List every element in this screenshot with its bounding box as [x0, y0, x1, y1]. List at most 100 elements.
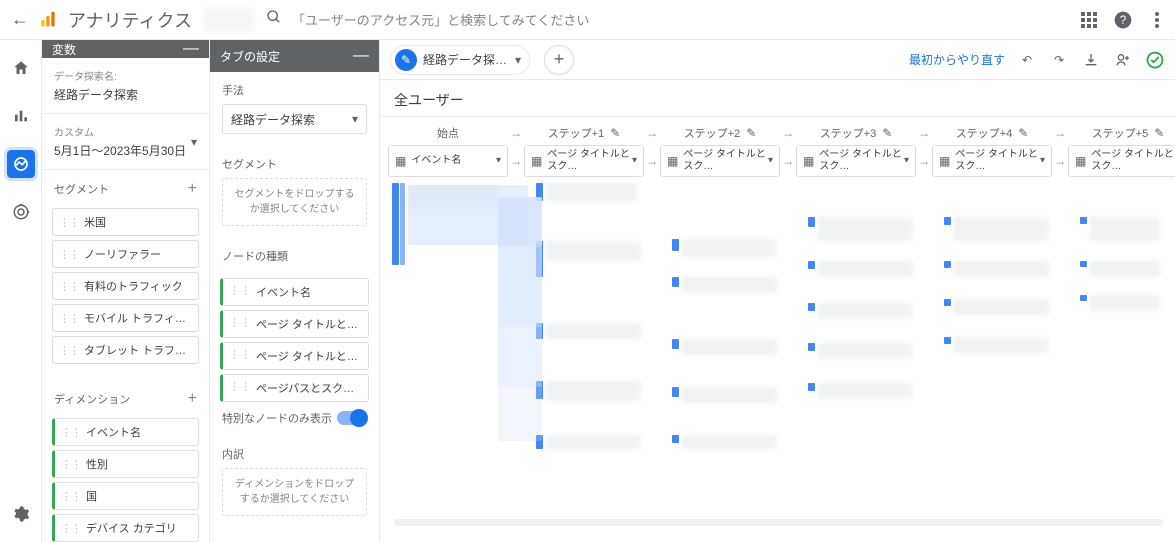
horizontal-scrollbar[interactable] [394, 519, 1163, 526]
chevron-down-icon: ▾ [352, 112, 358, 126]
explore-tab[interactable]: ✎ 経路データ探… ▾ [390, 45, 530, 75]
collapse-tab-settings[interactable]: — [353, 47, 369, 65]
chevron-down-icon: ▾ [1040, 155, 1045, 167]
search-icon [266, 9, 282, 30]
step-node-select[interactable]: ▦ページ タイトルとスク…▾ [524, 145, 644, 177]
dimension-chip[interactable]: ⋮⋮デバイス カテゴリ [52, 514, 199, 542]
redo-button[interactable]: ↷ [1049, 50, 1069, 70]
add-segment[interactable]: + [188, 180, 197, 198]
table-icon: ▦ [667, 154, 678, 168]
download-button[interactable] [1081, 50, 1101, 70]
edit-tab-icon: ✎ [395, 49, 417, 71]
node-type-chip[interactable]: ⋮⋮ページ タイトルと… [220, 310, 369, 338]
technique-select[interactable]: 経路データ探索 ▾ [222, 104, 367, 134]
edit-step-icon[interactable]: ✎ [882, 126, 892, 140]
table-icon: ▦ [395, 154, 406, 168]
segment-chip[interactable]: ⋮⋮有料のトラフィック [52, 272, 199, 300]
help-icon[interactable]: ? [1113, 10, 1133, 30]
step-node-select[interactable]: ▦ページ タイトルとスク…▾ [796, 145, 916, 177]
edit-step-icon[interactable]: ✎ [610, 126, 620, 140]
nav-home[interactable] [7, 54, 35, 82]
more-icon[interactable] [1147, 10, 1167, 30]
step-node-select[interactable]: ▦ページ タイトルとスク…▾ [660, 145, 780, 177]
app-title: アナリティクス [68, 7, 192, 33]
back-button[interactable]: ← [8, 9, 32, 30]
undo-button[interactable]: ↶ [1017, 50, 1037, 70]
explore-name-label: データ探索名: [54, 68, 197, 83]
add-dimension[interactable]: + [188, 390, 197, 408]
search-placeholder: 「ユーザーのアクセス元」と検索してみてください [292, 10, 589, 29]
status-ok-icon [1145, 50, 1165, 70]
segments-setting-label: セグメント [222, 156, 367, 172]
property-selector[interactable] [204, 8, 254, 32]
unique-nodes-toggle[interactable] [337, 411, 367, 425]
step-header: ステップ+3✎ [796, 125, 916, 141]
step-header: ステップ+1✎ [524, 125, 644, 141]
apps-icon[interactable] [1079, 10, 1099, 30]
add-tab-button[interactable]: + [544, 45, 574, 75]
svg-text:?: ? [1120, 14, 1127, 27]
step-header: 始点 [388, 125, 508, 141]
chevron-down-icon: ▾ [191, 135, 197, 149]
table-icon: ▦ [1075, 154, 1086, 168]
dimension-chip[interactable]: ⋮⋮国 [52, 482, 199, 510]
breakdown-dropzone[interactable]: ディメンションをドロップするか選択してください [222, 468, 367, 516]
variables-header: 変数 — [42, 40, 209, 58]
table-icon: ▦ [803, 154, 814, 168]
chevron-down-icon: ▾ [632, 155, 637, 167]
arrow-right-icon: → [1054, 126, 1066, 140]
restart-link[interactable]: 最初からやり直す [909, 51, 1005, 68]
nav-advertising[interactable] [7, 198, 35, 226]
arrow-right-icon: → [510, 126, 522, 140]
path-sankey [388, 183, 1175, 513]
share-button[interactable] [1113, 50, 1133, 70]
edit-step-icon[interactable]: ✎ [1154, 126, 1164, 140]
nav-explore[interactable] [7, 150, 35, 178]
date-range-selector[interactable]: カスタム 5月1日～2023年5月30日 ▾ [42, 114, 209, 170]
technique-label: 手法 [222, 82, 367, 98]
analytics-logo [38, 10, 58, 30]
segment-chip[interactable]: ⋮⋮ノーリファラー [52, 240, 199, 268]
nav-reports[interactable] [7, 102, 35, 130]
chevron-down-icon: ▾ [496, 155, 501, 167]
node-type-chip[interactable]: ⋮⋮ページ タイトルと… [220, 342, 369, 370]
table-icon: ▦ [531, 154, 542, 168]
step-node-select[interactable]: ▦ページ タイトルとスク…▾ [1068, 145, 1175, 177]
breakdown-label: 内訳 [222, 446, 367, 462]
step-node-select[interactable]: ▦イベント名▾ [388, 145, 508, 177]
node-type-chip[interactable]: ⋮⋮ページパスとスク… [220, 374, 369, 402]
segment-chip[interactable]: ⋮⋮米国 [52, 208, 199, 236]
arrow-right-icon: → [646, 126, 658, 140]
segment-chip[interactable]: ⋮⋮モバイル トラフィ… [52, 304, 199, 332]
chevron-down-icon: ▾ [768, 155, 773, 167]
search-box[interactable]: 「ユーザーのアクセス元」と検索してみてください [266, 9, 766, 30]
arrow-right-icon: → [918, 126, 930, 140]
segment-chip[interactable]: ⋮⋮タブレット トラフ… [52, 336, 199, 364]
dimensions-label: ディメンション [54, 391, 130, 407]
arrow-right-icon: → [646, 154, 658, 168]
edit-step-icon[interactable]: ✎ [746, 126, 756, 140]
segments-dropzone[interactable]: セグメントをドロップするか選択してください [222, 178, 367, 226]
arrow-right-icon: → [918, 154, 930, 168]
edit-step-icon[interactable]: ✎ [1018, 126, 1028, 140]
step-header: ステップ+2✎ [660, 125, 780, 141]
chevron-down-icon: ▾ [904, 155, 909, 167]
dimension-chip[interactable]: ⋮⋮性別 [52, 450, 199, 478]
node-type-chip[interactable]: ⋮⋮イベント名 [220, 278, 369, 306]
arrow-right-icon: → [782, 154, 794, 168]
table-icon: ▦ [939, 154, 950, 168]
nav-admin[interactable] [7, 500, 35, 528]
unique-nodes-label: 特別なノードのみ表示 [222, 410, 332, 426]
step-node-select[interactable]: ▦ページ タイトルとスク…▾ [932, 145, 1052, 177]
node-type-label: ノードの種類 [222, 248, 367, 264]
step-header: ステップ+5✎ [1068, 125, 1175, 141]
arrow-right-icon: → [1054, 154, 1066, 168]
collapse-variables[interactable]: — [183, 40, 199, 58]
dimension-chip[interactable]: ⋮⋮イベント名 [52, 418, 199, 446]
explore-name[interactable]: 経路データ探索 [54, 86, 197, 103]
segment-title: 全ユーザー [380, 80, 1175, 117]
chevron-down-icon: ▾ [515, 53, 521, 67]
step-header: ステップ+4✎ [932, 125, 1052, 141]
arrow-right-icon: → [782, 126, 794, 140]
tab-settings-header: タブの設定 — [210, 40, 379, 72]
